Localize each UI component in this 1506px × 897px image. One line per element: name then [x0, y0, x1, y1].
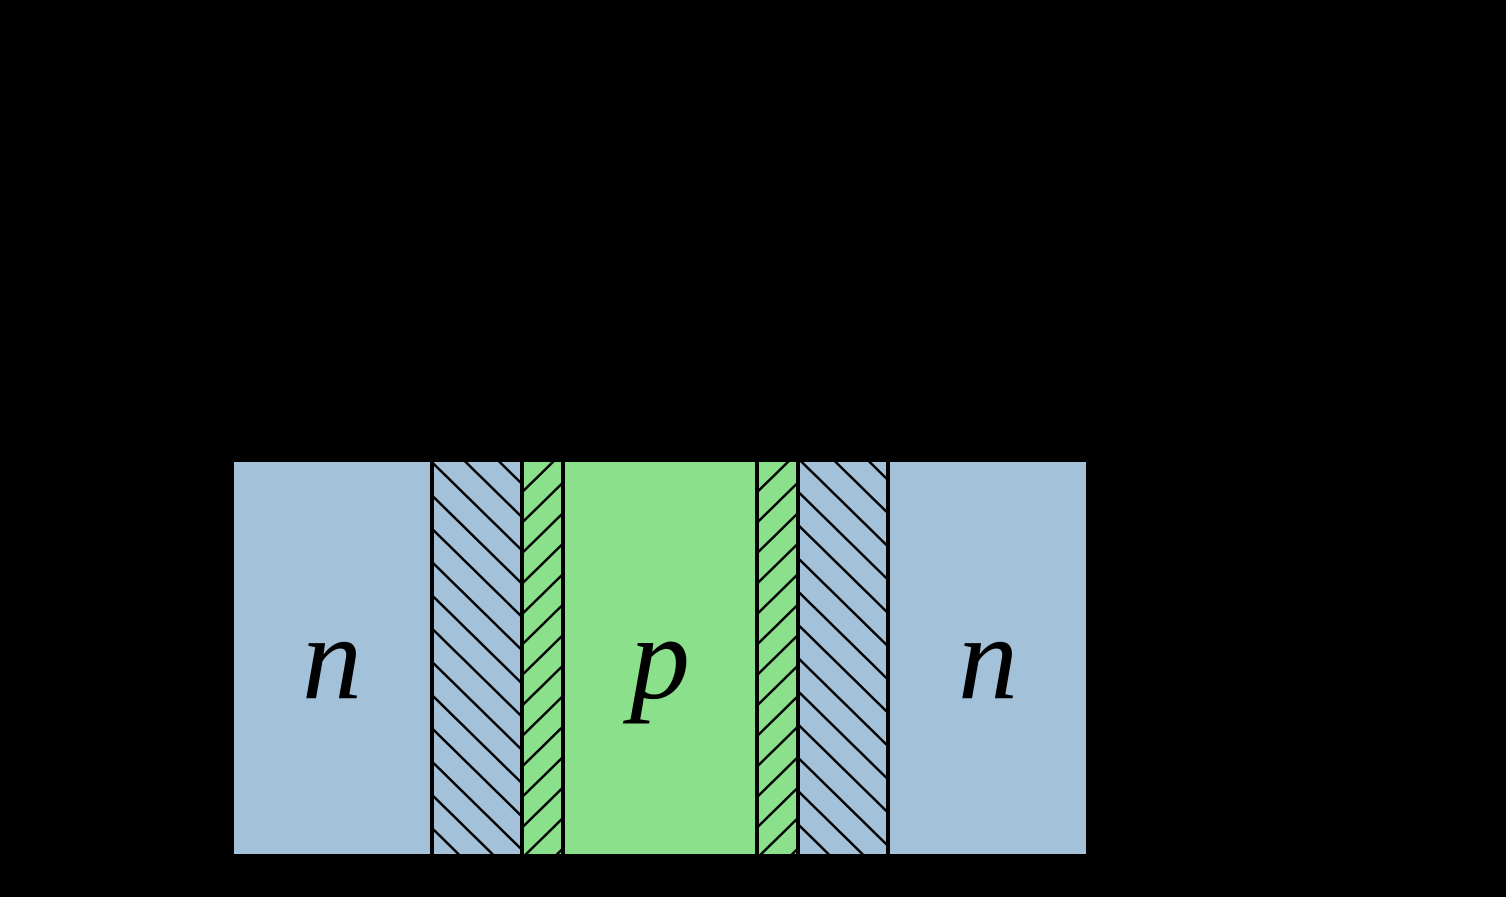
depletion-left-blue [430, 458, 520, 858]
collector-wire-v [1365, 170, 1371, 660]
npn-transistor-body: n p [230, 458, 1180, 858]
hatch-pattern [755, 462, 800, 854]
base-label: B [725, 30, 792, 157]
emitter-wire-v [135, 170, 141, 660]
n-region-emitter-label: n [302, 589, 362, 727]
p-region-base: p [565, 458, 755, 858]
n-region-collector: n [890, 458, 1090, 858]
depletion-right-green [755, 458, 800, 858]
collector-wire-h [1175, 654, 1371, 660]
emitter-wire-h [135, 654, 235, 660]
hatch-pattern [800, 462, 890, 854]
p-region-base-label: p [630, 589, 690, 727]
depletion-left-green [520, 458, 565, 858]
emitter-label: E [100, 30, 167, 157]
depletion-right-blue [800, 458, 890, 858]
hatch-pattern [520, 462, 565, 854]
hatch-pattern [430, 462, 520, 854]
collector-label: C [1330, 30, 1403, 157]
base-wire-v [753, 170, 759, 460]
n-region-emitter: n [230, 458, 430, 858]
n-region-collector-label: n [958, 589, 1018, 727]
